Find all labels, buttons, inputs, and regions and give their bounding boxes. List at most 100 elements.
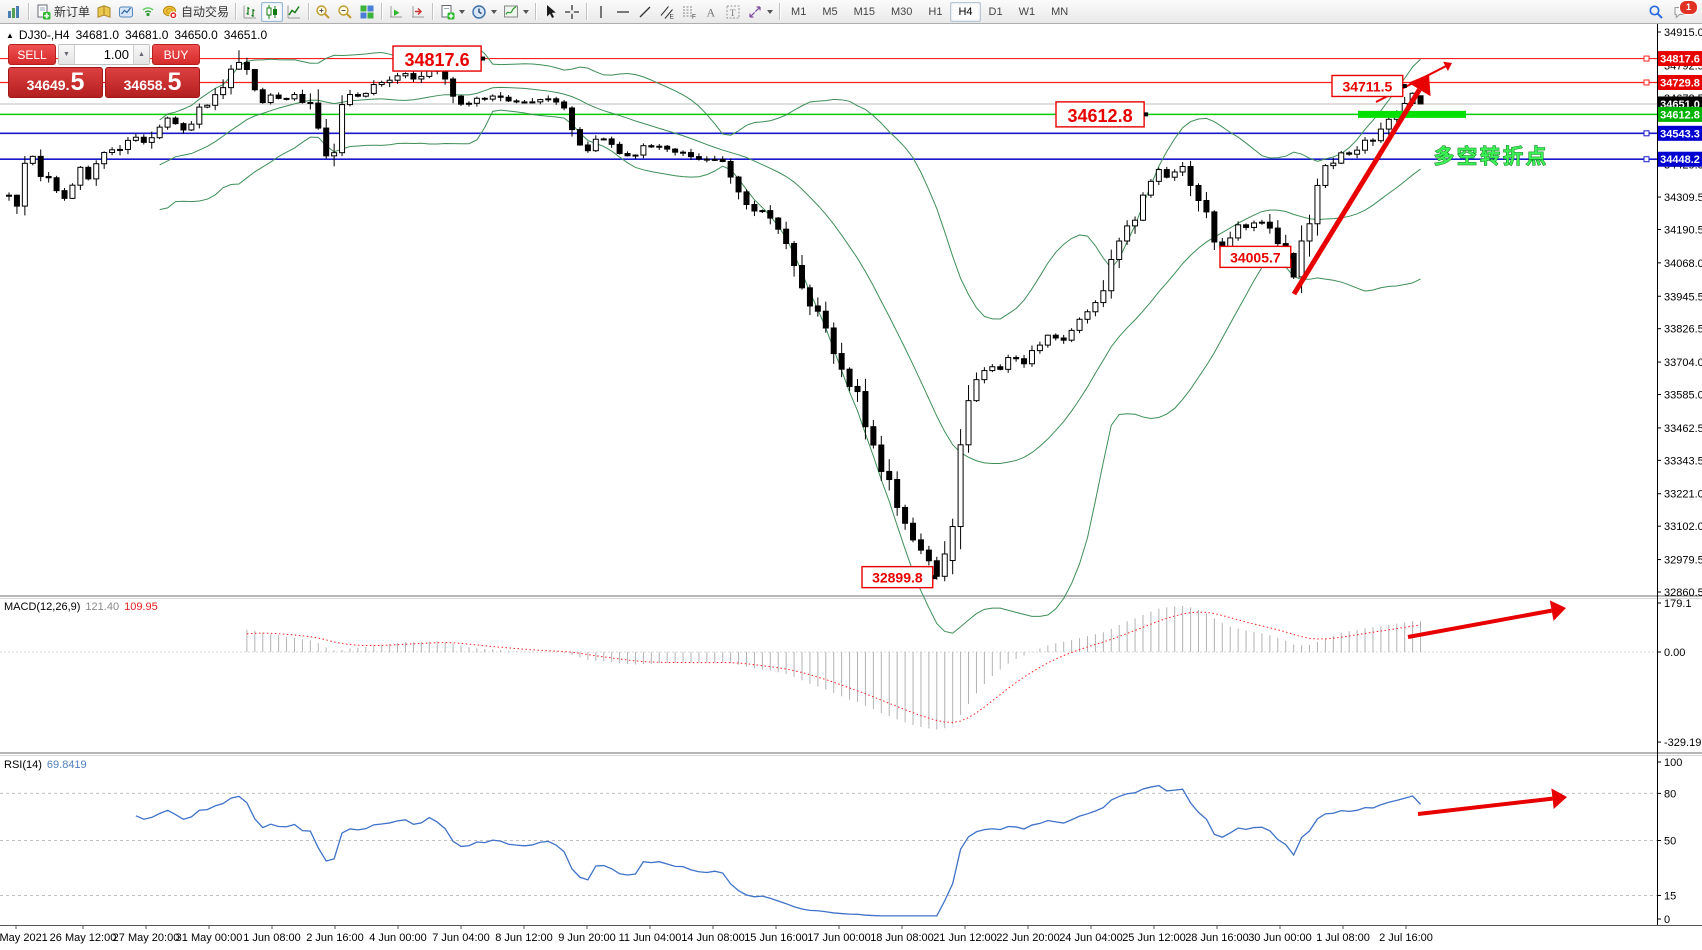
templates-button[interactable] bbox=[436, 2, 468, 22]
new-order-button[interactable]: 新订单 bbox=[32, 2, 93, 22]
cursor-button[interactable] bbox=[539, 2, 561, 22]
trendline-button[interactable] bbox=[634, 2, 656, 22]
time-axis-label: 25 May 2021 bbox=[0, 932, 48, 944]
fibonacci-icon: F bbox=[681, 4, 697, 20]
ohlc-low: 34650.0 bbox=[174, 28, 218, 42]
price-chip-34543.3 bbox=[1658, 125, 1702, 141]
auto-scroll-button[interactable] bbox=[385, 2, 407, 22]
timeframe-m30-button[interactable]: M30 bbox=[883, 2, 920, 22]
price-tick-label: 34309.5 bbox=[1664, 192, 1702, 204]
price-chip-34729.8 bbox=[1658, 74, 1702, 90]
periods-button[interactable] bbox=[468, 2, 500, 22]
timeframe-m15-button[interactable]: M15 bbox=[846, 2, 883, 22]
auto-trading-label: 自动交易 bbox=[181, 5, 230, 19]
volume-stepper: ▼ 1.00 ▲ bbox=[58, 44, 150, 65]
collapse-icon[interactable]: ▲ bbox=[6, 30, 14, 40]
timeframe-d1-button[interactable]: D1 bbox=[981, 2, 1011, 22]
toolbar-separator bbox=[28, 3, 29, 20]
trend-arrow-1[interactable] bbox=[1291, 88, 1422, 296]
indicators-button[interactable] bbox=[500, 2, 532, 22]
line-handle[interactable] bbox=[1643, 79, 1650, 86]
macd-name: MACD(12,26,9) bbox=[4, 601, 81, 613]
timeframe-w1-button[interactable]: W1 bbox=[1011, 2, 1044, 22]
time-axis-label: 22 Jun 20:00 bbox=[996, 932, 1060, 944]
time-axis-label: 8 Jun 12:00 bbox=[495, 932, 553, 944]
bar-chart-mode-icon bbox=[242, 4, 258, 20]
text-button[interactable]: A bbox=[700, 2, 722, 22]
dropdown-caret-icon bbox=[491, 9, 498, 14]
macd-signal-line bbox=[246, 611, 1421, 723]
line-handle[interactable] bbox=[1643, 156, 1650, 163]
auto-scroll-icon bbox=[388, 4, 404, 20]
bar-chart-mode-button[interactable] bbox=[239, 2, 261, 22]
line-chart-mode-button[interactable] bbox=[283, 2, 305, 22]
macd-axis-label: 179.1 bbox=[1664, 598, 1692, 610]
time-axis-label: 18 Jun 08:00 bbox=[870, 932, 934, 944]
volume-decrease-button[interactable]: ▼ bbox=[59, 45, 75, 64]
macd-axis-label: 0.00 bbox=[1664, 647, 1685, 659]
volume-value[interactable]: 1.00 bbox=[103, 47, 129, 62]
horizontal-line-button[interactable] bbox=[612, 2, 634, 22]
volume-increase-button[interactable]: ▲ bbox=[133, 45, 149, 64]
buy-price[interactable]: 34658. 5 bbox=[105, 67, 200, 98]
macd-trend-arrow[interactable] bbox=[1407, 608, 1553, 639]
signals-button[interactable] bbox=[137, 2, 159, 22]
crosshair-button[interactable] bbox=[561, 2, 583, 22]
ohlc-close: 34651.0 bbox=[223, 28, 268, 42]
price-tick-label: 32979.5 bbox=[1664, 555, 1702, 567]
auto-trading-icon bbox=[162, 4, 178, 20]
sell-button[interactable]: SELL bbox=[8, 44, 56, 65]
time-axis-label: 11 Jun 04:00 bbox=[619, 932, 682, 944]
buy-button[interactable]: BUY bbox=[152, 44, 200, 65]
macd-axis-label: -329.19 bbox=[1664, 737, 1701, 749]
new-order-icon bbox=[35, 4, 51, 20]
timeframe-h4-button[interactable]: H4 bbox=[950, 1, 981, 22]
auto-trading-button[interactable]: 自动交易 bbox=[159, 2, 232, 22]
arrows-button[interactable] bbox=[744, 2, 776, 22]
chart-shift-button[interactable] bbox=[407, 2, 429, 22]
price-axis[interactable]: 34915.034792.534672.534551.034429.534309… bbox=[1657, 27, 1702, 926]
macd-main-value: 121.40 bbox=[85, 601, 120, 613]
bollinger-middle bbox=[159, 86, 1421, 465]
bollinger-upper bbox=[159, 45, 1421, 320]
chart-shift-icon bbox=[410, 4, 426, 20]
fibonacci-button[interactable]: F bbox=[678, 2, 700, 22]
history-center-button[interactable] bbox=[93, 2, 115, 22]
ohlc-high: 34681.0 bbox=[125, 28, 169, 42]
rsi-axis-label: 0 bbox=[1664, 914, 1670, 926]
market-watch-button[interactable] bbox=[3, 2, 25, 22]
strategy-navigator-button[interactable] bbox=[115, 2, 137, 22]
zoom-in-button[interactable] bbox=[312, 2, 334, 22]
symbol-name: DJ30-,H4 bbox=[18, 28, 70, 42]
timeframe-m5-button[interactable]: M5 bbox=[814, 2, 845, 22]
toolbar-separator bbox=[535, 3, 537, 20]
chart-annotations[interactable]: 34817.6 34612.8 34711.5 34005.7 32899.8 多空转折点 bbox=[392, 45, 1567, 816]
toolbar-button-groups: 新订单 自动交易 E F A T bbox=[3, 1, 776, 22]
timeframe-m1-button[interactable]: M1 bbox=[783, 2, 814, 22]
signals-icon bbox=[140, 4, 156, 20]
dropdown-caret-icon bbox=[523, 9, 530, 14]
price-callout-text: 34612.8 bbox=[1068, 106, 1133, 126]
ohlc-open: 34681.0 bbox=[75, 28, 119, 42]
line-handle[interactable] bbox=[1643, 130, 1650, 137]
sell-price[interactable]: 34649. 5 bbox=[8, 67, 103, 98]
toolbar-separator bbox=[381, 3, 383, 20]
candlestick-mode-button[interactable] bbox=[261, 1, 284, 22]
text-icon: A bbox=[703, 4, 719, 20]
rsi-trend-arrow[interactable] bbox=[1417, 796, 1553, 816]
timeframe-mn-button[interactable]: MN bbox=[1043, 2, 1076, 22]
notifications-button[interactable]: 1 bbox=[1673, 0, 1698, 22]
tile-windows-button[interactable] bbox=[356, 2, 378, 22]
search-button[interactable] bbox=[1645, 2, 1667, 22]
cn-annotation-text[interactable]: 多空转折点 bbox=[1434, 144, 1549, 169]
price-callout-34817.6[interactable] bbox=[392, 45, 482, 72]
line-handle[interactable] bbox=[1643, 55, 1650, 62]
vertical-line-button[interactable] bbox=[590, 2, 612, 22]
timeframe-h1-button[interactable]: H1 bbox=[920, 2, 950, 22]
equidistant-channel-button[interactable]: E bbox=[656, 2, 678, 22]
zoom-out-button[interactable] bbox=[334, 2, 356, 22]
text-label-button[interactable]: T bbox=[722, 2, 744, 22]
svg-text:T: T bbox=[730, 8, 736, 18]
